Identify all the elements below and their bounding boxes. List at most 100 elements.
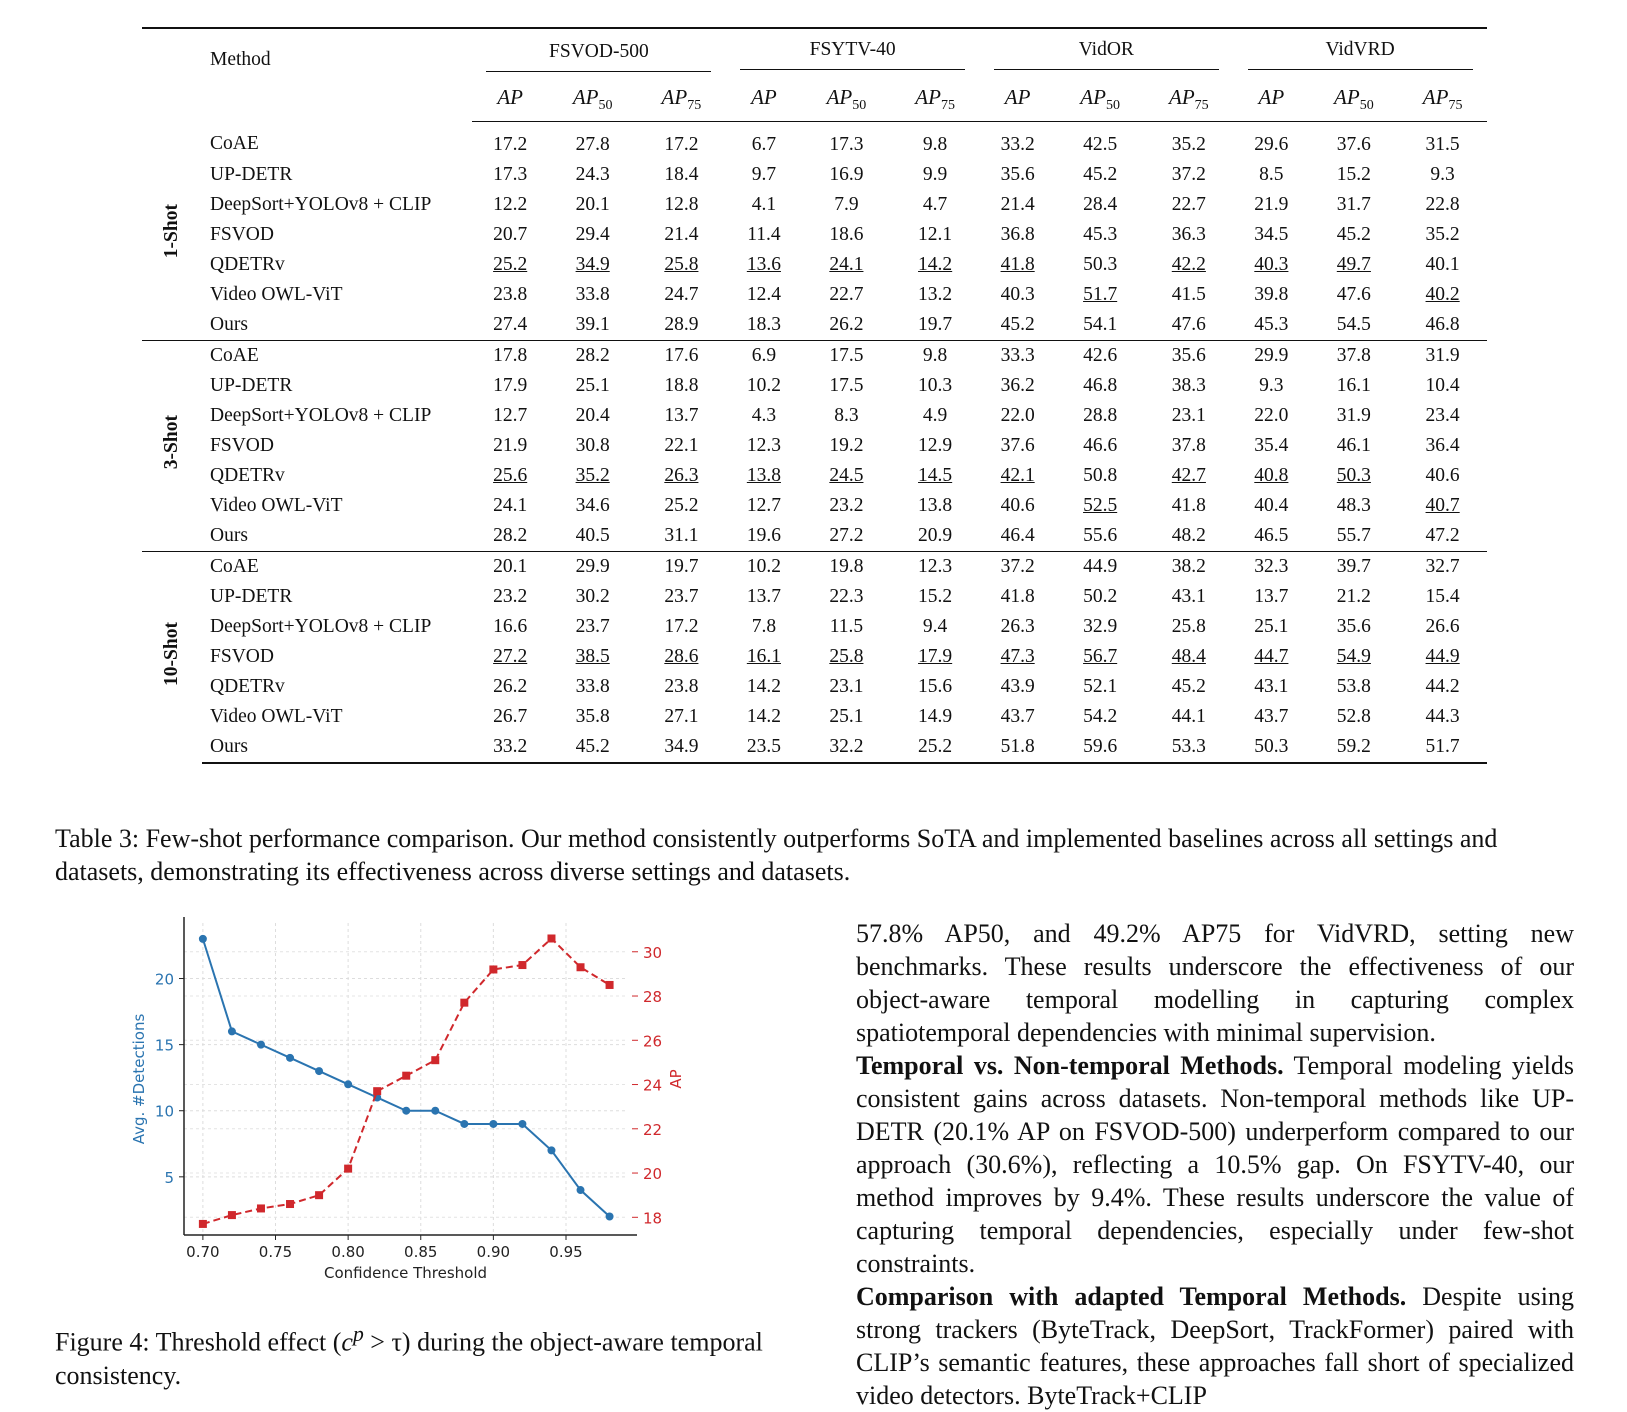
ap-point [431,1056,440,1065]
metric-value: 18.8 [664,374,699,396]
metric-value: 22.8 [1425,193,1460,215]
metric-value: 45.2 [1083,163,1118,185]
metric-value: 10.4 [1425,374,1460,396]
x-axis-label: Confidence Threshold [324,1264,487,1282]
metric-value: 42.5 [1083,133,1118,155]
shot-label: 10-Shot [161,622,182,686]
y2-tick-label: 28 [643,988,662,1006]
metric-value: 28.6 [664,645,699,667]
metric-label: AP [497,85,523,110]
metric-value: 14.5 [918,464,953,486]
detections-point [286,1053,295,1062]
metric-value: 52.8 [1336,705,1371,727]
metric-value: 28.2 [493,524,528,546]
metric-value: 25.1 [575,374,610,396]
metric-value: 51.8 [979,731,1056,764]
metric-value: 26.3 [1000,615,1035,637]
metric-value: 20.1 [472,550,549,582]
math-tau: > τ [363,1327,402,1357]
metric-value: 46.4 [1000,524,1035,546]
metric-value: 27.2 [829,524,864,546]
metric-value: 38.5 [575,645,610,667]
table-row: UP-DETR 17.9 25.1 18.8 10.2 17.5 10.3 36.2 46.8 3… [142,371,1487,401]
body-text: 57.8% AP50, and 49.2% AP75 for VidVRD, s… [856,917,1574,1412]
metric-value: 12.3 [746,434,781,456]
ap-point [315,1191,324,1200]
metric-value: 31.9 [1336,404,1371,426]
metric-value: 25.2 [890,731,980,764]
metric-value: 37.8 [1309,339,1399,371]
metric-value: 23.2 [493,585,528,607]
method-name: FSVOD [210,645,274,667]
metric-value: 33.8 [575,675,610,697]
metric-value: 30.8 [575,434,610,456]
metric-value: 19.7 [918,313,953,335]
metric-value: 31.9 [1398,339,1487,371]
metric-value: 44.2 [1425,675,1460,697]
table-row: Ours 33.2 45.2 34.9 23.5 32.2 25.2 51.8 59.6 53.3… [142,731,1487,764]
metric-value: 40.4 [1254,494,1289,516]
metric-label: AP [572,85,599,110]
metric-value: 54.9 [1336,645,1371,667]
metric-value: 12.1 [918,223,953,245]
metric-value: 29.9 [1233,339,1310,371]
metric-value: 38.2 [1144,550,1234,582]
metric-value: 19.7 [637,550,726,582]
metric-header: AP75 [890,79,980,122]
metric-value: 36.4 [1425,434,1460,456]
metric-value: 40.7 [1425,494,1460,516]
metric-value: 22.0 [1254,404,1289,426]
metric-value: 18.3 [746,313,781,335]
metric-header: AP [725,79,803,122]
table-caption: Table 3: Few-shot performance comparison… [55,824,1498,886]
metric-value: 34.5 [1254,223,1289,245]
method-name: Ours [210,313,248,335]
detections-point [344,1080,353,1089]
metric-value: 26.7 [493,705,528,727]
y2-axis-label: AP [667,1069,685,1088]
detections-point [605,1212,614,1221]
method-name: Ours [210,524,248,546]
metric-value: 13.7 [746,585,781,607]
metric-value: 54.2 [1083,705,1118,727]
metric-value: 23.1 [1171,404,1206,426]
metric-value: 25.8 [1171,615,1206,637]
metric-value: 40.6 [1000,494,1035,516]
metric-value: 45.2 [1336,223,1371,245]
x-tick-label: 0.75 [259,1243,292,1261]
metric-value: 16.6 [493,615,528,637]
metric-value: 30.2 [575,585,610,607]
metric-value: 9.7 [751,163,777,185]
metric-value: 24.7 [664,283,699,305]
metric-value: 4.9 [922,404,948,426]
metric-value: 6.7 [751,133,777,155]
metric-value: 34.9 [575,253,610,275]
metric-value: 21.2 [1336,585,1371,607]
metric-header: AP75 [637,79,726,122]
metric-value: 31.5 [1425,133,1460,155]
metric-value: 9.3 [1430,163,1455,185]
metric-label: AP [1169,85,1195,110]
metric-value: 42.2 [1171,253,1206,275]
metric-value: 35.6 [1000,163,1035,185]
ap-point [489,965,498,974]
metric-value: 27.2 [493,645,528,667]
metric-value: 48.3 [1336,494,1371,516]
metric-value: 48.4 [1171,645,1206,667]
metric-value: 44.7 [1254,645,1289,667]
metric-value: 28.9 [664,313,699,335]
metric-value: 44.1 [1171,705,1206,727]
metric-value: 9.8 [890,339,980,371]
method-name: FSVOD [210,223,274,245]
metric-value: 28.4 [1083,193,1118,215]
metric-value: 19.6 [746,524,781,546]
metric-value: 41.8 [1171,494,1206,516]
shot-label: 1-Shot [161,204,182,259]
metric-value: 14.2 [746,705,781,727]
metric-value: 31.1 [664,524,699,546]
paragraph-heading: Temporal vs. Non-temporal Methods. [856,1051,1284,1080]
metric-value: 8.3 [834,404,859,426]
table-row: Video OWL-ViT 24.1 34.6 25.2 12.7 23.2 13.8 40.… [142,491,1487,521]
metric-value: 9.9 [922,163,948,185]
metric-sub: 50 [1359,98,1374,114]
